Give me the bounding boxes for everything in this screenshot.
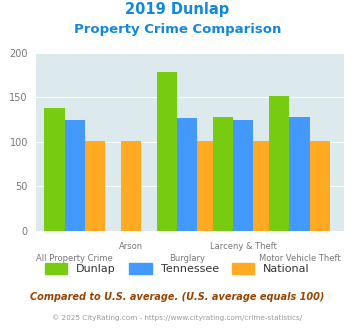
Bar xyxy=(289,117,310,231)
Text: Arson: Arson xyxy=(119,242,143,251)
Bar xyxy=(197,141,218,231)
Bar xyxy=(233,119,253,231)
Bar xyxy=(269,96,289,231)
Bar xyxy=(213,117,233,231)
Text: Property Crime Comparison: Property Crime Comparison xyxy=(74,23,281,36)
Bar xyxy=(157,72,177,231)
Text: All Property Crime: All Property Crime xyxy=(37,254,113,263)
Bar xyxy=(310,141,330,231)
Text: © 2025 CityRating.com - https://www.cityrating.com/crime-statistics/: © 2025 CityRating.com - https://www.city… xyxy=(53,314,302,321)
Bar xyxy=(253,141,274,231)
Bar xyxy=(85,141,105,231)
Text: Burglary: Burglary xyxy=(169,254,205,263)
Legend: Dunlap, Tennessee, National: Dunlap, Tennessee, National xyxy=(45,263,310,275)
Bar xyxy=(121,141,141,231)
Bar xyxy=(65,119,85,231)
Text: 2019 Dunlap: 2019 Dunlap xyxy=(125,2,230,16)
Text: Larceny & Theft: Larceny & Theft xyxy=(210,242,277,251)
Bar xyxy=(177,118,197,231)
Text: Motor Vehicle Theft: Motor Vehicle Theft xyxy=(258,254,340,263)
Text: Compared to U.S. average. (U.S. average equals 100): Compared to U.S. average. (U.S. average … xyxy=(30,292,325,302)
Bar xyxy=(44,108,65,231)
